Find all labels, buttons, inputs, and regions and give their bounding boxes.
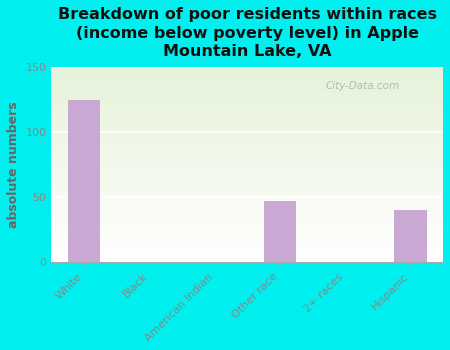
Title: Breakdown of poor residents within races
(income below poverty level) in Apple
M: Breakdown of poor residents within races… xyxy=(58,7,436,59)
Text: City-Data.com: City-Data.com xyxy=(325,81,400,91)
Bar xyxy=(264,201,296,262)
Bar xyxy=(68,100,100,262)
Y-axis label: absolute numbers: absolute numbers xyxy=(7,102,20,228)
Bar xyxy=(394,210,427,262)
